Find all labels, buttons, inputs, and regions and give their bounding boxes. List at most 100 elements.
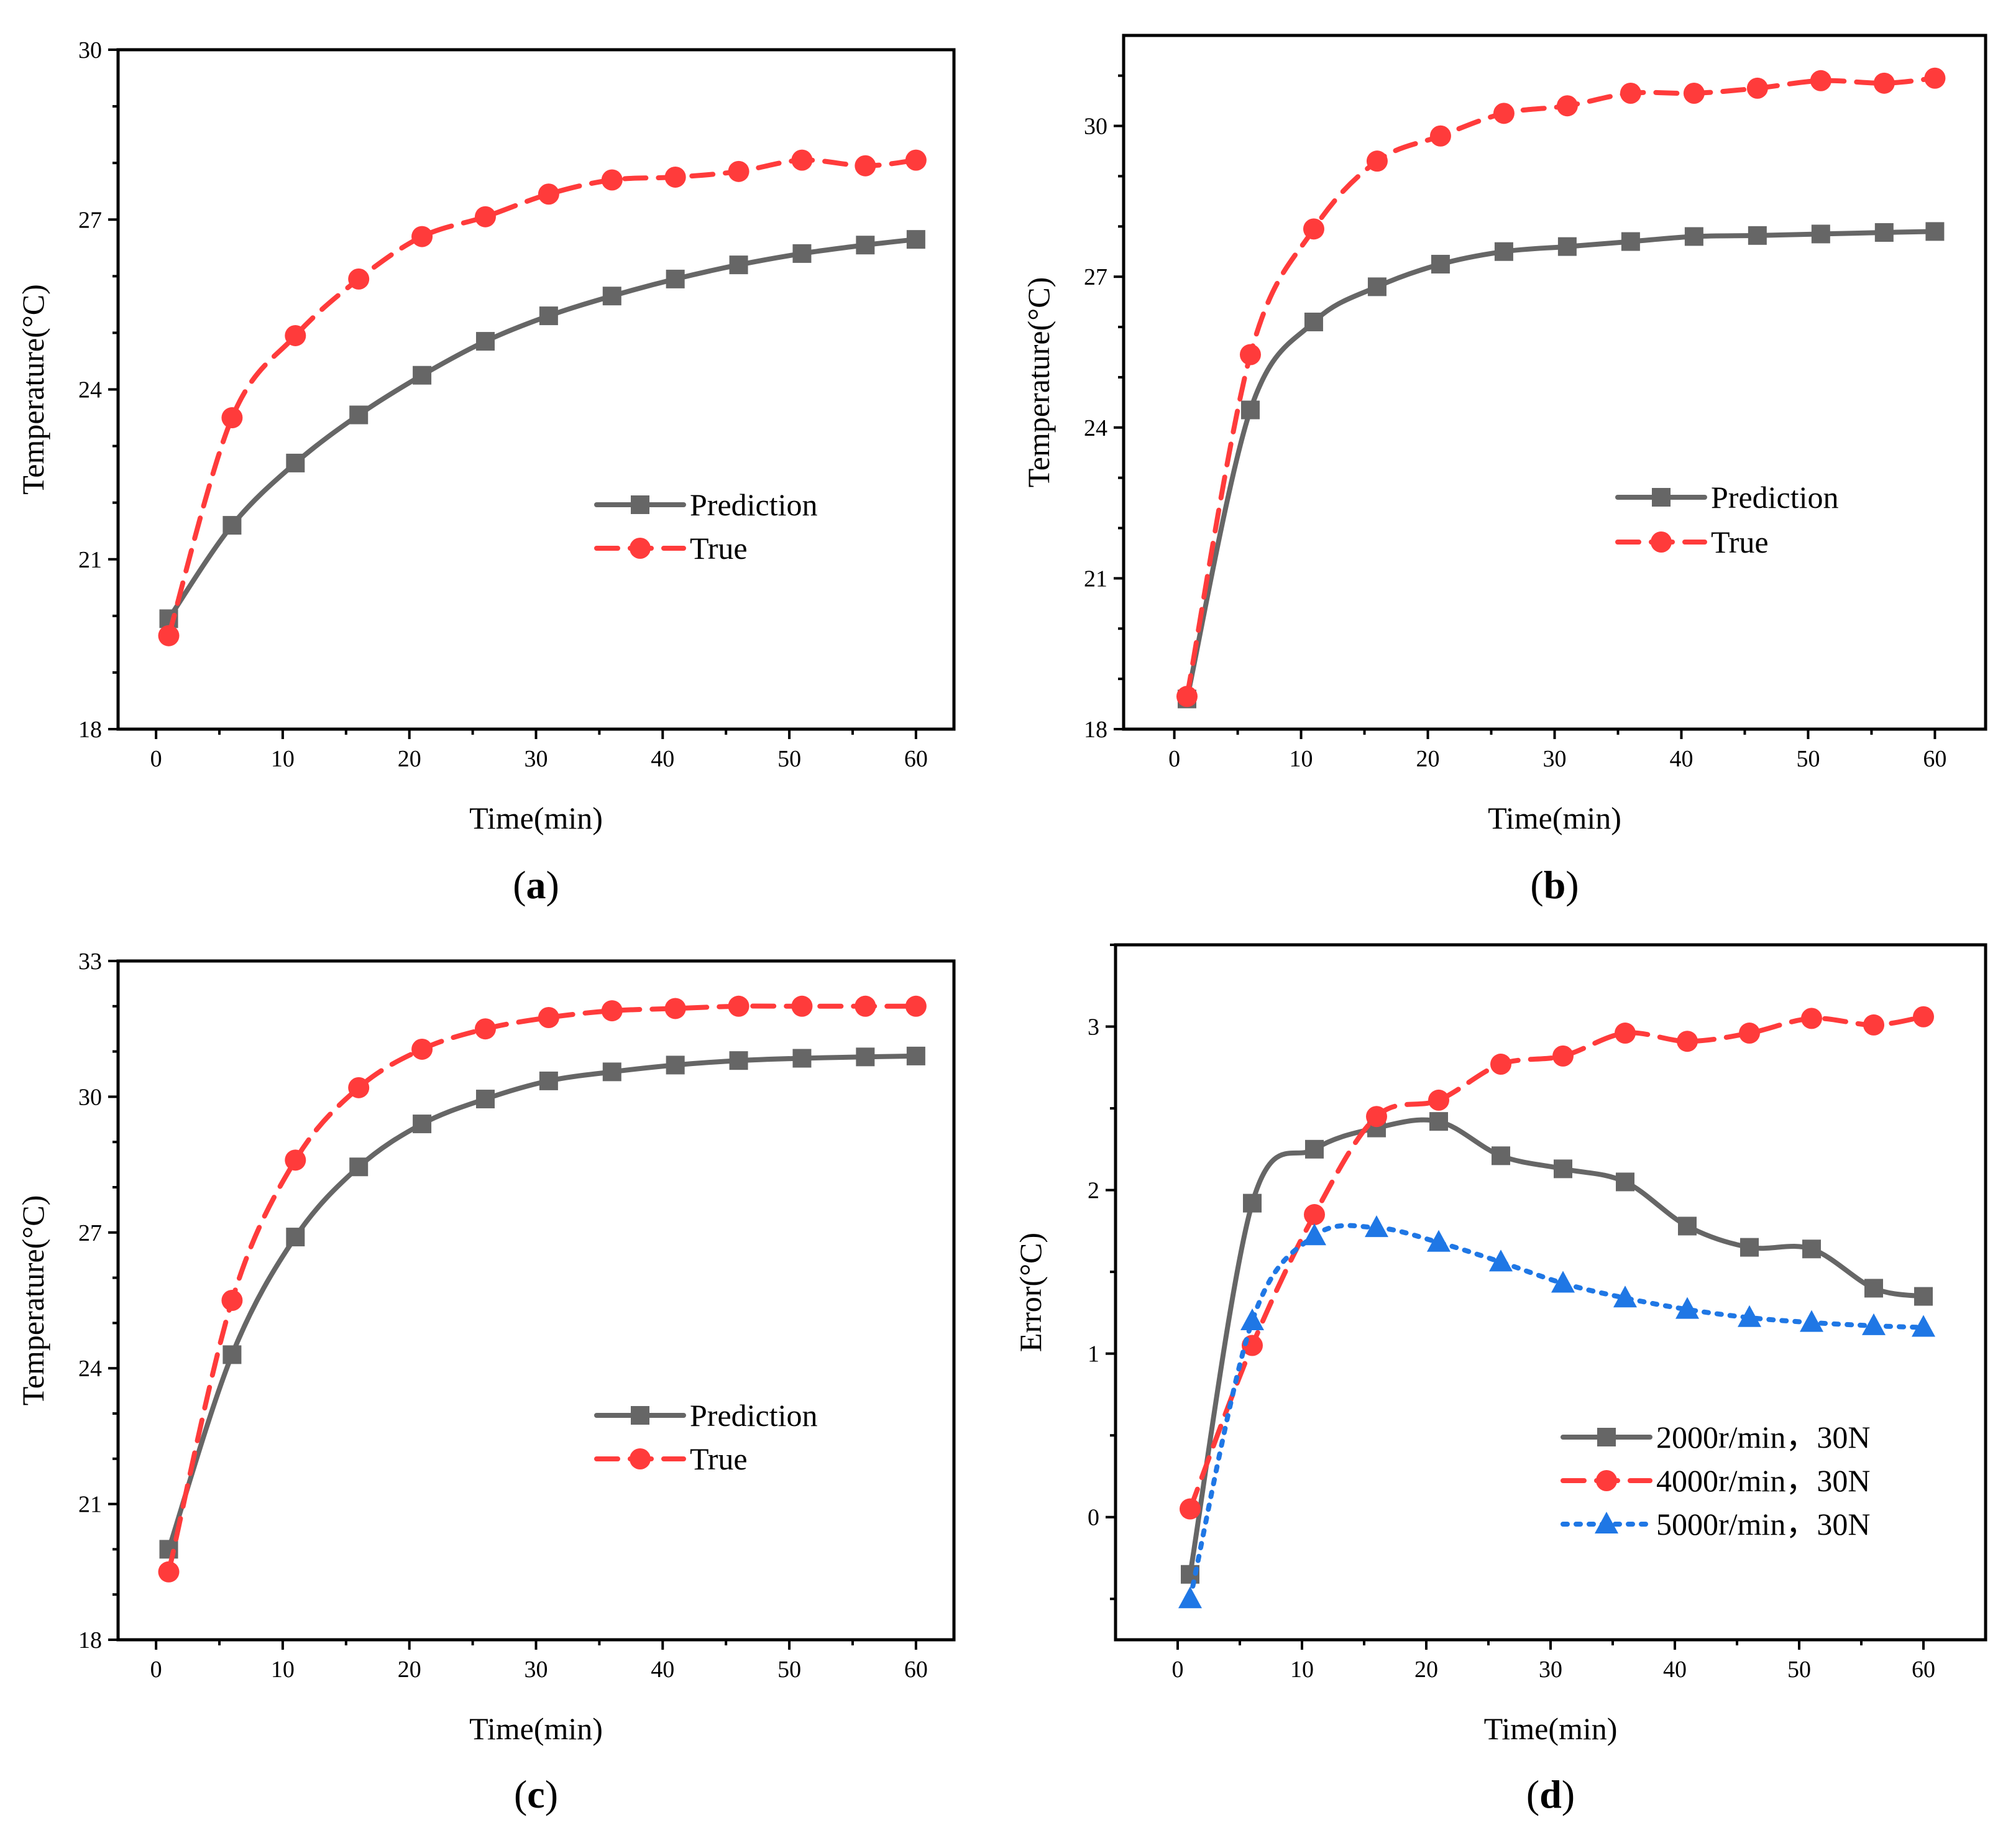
- x-tick-label: 50: [1787, 1657, 1811, 1683]
- data-point-gray: [602, 287, 621, 306]
- data-point-gray: [539, 306, 558, 326]
- data-point-gray: [1925, 222, 1945, 241]
- x-tick-label: 20: [1416, 746, 1440, 772]
- y-tick-label: 30: [78, 37, 102, 63]
- data-point-red: [1913, 1006, 1934, 1027]
- y-tick-label: 18: [1084, 717, 1107, 743]
- x-tick-label: 30: [525, 1657, 548, 1683]
- data-point-red: [1493, 103, 1515, 124]
- data-point-red: [1180, 1498, 1201, 1520]
- y-tick-label: 0: [1088, 1505, 1099, 1531]
- data-point-gray: [222, 516, 242, 535]
- legend-label: Prediction: [690, 487, 818, 522]
- data-point-red: [1303, 218, 1324, 240]
- data-point-red: [1677, 1031, 1698, 1052]
- data-point-blue: [1800, 1310, 1823, 1332]
- plot-frame: [1122, 34, 1987, 731]
- y-tick-label: 1: [1088, 1341, 1099, 1368]
- y-tick-label: 30: [78, 1084, 102, 1110]
- data-point-red: [1863, 1014, 1884, 1036]
- legend-marker-gray: [631, 1406, 649, 1425]
- panel-caption: (a): [513, 863, 559, 907]
- x-tick-label: 20: [398, 746, 421, 772]
- x-tick-label: 20: [398, 1657, 421, 1683]
- y-axis-title: Temperature(°C): [16, 284, 50, 495]
- data-point-red: [1739, 1023, 1760, 1044]
- data-point-red: [411, 226, 433, 247]
- x-tick-label: 60: [1912, 1657, 1935, 1683]
- data-point-red: [348, 268, 370, 290]
- caption-letter: d: [1539, 1772, 1562, 1816]
- data-point-gray: [906, 1046, 925, 1065]
- data-point-gray: [1367, 277, 1387, 297]
- data-point-blue: [1427, 1230, 1451, 1252]
- series-line-red: [166, 1003, 919, 1574]
- data-point-gray: [1740, 1238, 1759, 1257]
- data-point-gray: [1864, 1279, 1883, 1298]
- x-tick-label: 0: [1172, 1657, 1184, 1683]
- panel-d: 0 10 20 30 40 50 60 0 1 2 3 Time(min) Error(°C) 2000r…: [1013, 943, 1987, 1816]
- data-point-red: [1801, 1008, 1822, 1029]
- data-point-gray: [729, 255, 748, 275]
- data-point-gray: [1678, 1216, 1697, 1236]
- data-point-gray: [729, 1051, 748, 1070]
- data-point-gray: [602, 1062, 621, 1082]
- x-axis-title: Time(min): [1488, 801, 1621, 835]
- x-tick-label: 40: [651, 1657, 674, 1683]
- data-point-red: [1490, 1054, 1511, 1075]
- data-point-red: [1683, 83, 1705, 104]
- data-point-red: [1429, 125, 1451, 147]
- data-point-red: [221, 1290, 243, 1311]
- x-tick-label: 10: [271, 1657, 295, 1683]
- data-point-red: [538, 183, 559, 205]
- data-point-red: [601, 169, 623, 191]
- data-point-gray: [1305, 1139, 1324, 1159]
- y-tick-label: 27: [1084, 264, 1107, 290]
- y-tick-label: 2: [1088, 1178, 1099, 1204]
- data-point-blue: [1365, 1215, 1388, 1238]
- y-tick-label: 21: [78, 547, 102, 573]
- panel-a: 0 10 20 30 40 50 60 18 21 24 27 30 Time(min) Temperat…: [16, 37, 956, 907]
- y-tick-label: 30: [1084, 114, 1107, 140]
- caption-open-paren: (: [1526, 1772, 1539, 1816]
- plot-frame: [116, 959, 956, 1642]
- data-point-red: [905, 995, 927, 1017]
- series-line-gray: [1185, 229, 1938, 702]
- data-point-gray: [1431, 254, 1450, 274]
- series-line-gray: [166, 1053, 919, 1552]
- data-point-red: [158, 625, 180, 646]
- data-point-red: [348, 1077, 370, 1098]
- data-point-gray: [1684, 227, 1703, 246]
- legend: Prediction True: [1615, 480, 1839, 559]
- data-point-blue: [1240, 1308, 1264, 1331]
- y-tick-label: 21: [1084, 566, 1107, 592]
- data-point-blue: [1675, 1297, 1699, 1319]
- y-tick-label: 18: [78, 717, 102, 743]
- x-tick-label: 60: [1923, 746, 1946, 772]
- data-point-gray: [856, 236, 875, 255]
- caption-close-paren: ): [546, 863, 559, 907]
- caption-letter: b: [1544, 863, 1566, 907]
- series-line-gray: [166, 237, 919, 622]
- data-point-red: [285, 324, 306, 346]
- legend-marker-red: [630, 1448, 651, 1469]
- y-tick-label: 24: [1084, 415, 1107, 441]
- legend-label: Prediction: [1711, 480, 1839, 515]
- panel-caption: (c): [514, 1772, 558, 1816]
- data-point-red: [664, 166, 686, 188]
- x-tick-label: 0: [150, 746, 162, 772]
- x-tick-label: 50: [1796, 746, 1820, 772]
- data-point-blue: [1862, 1313, 1886, 1335]
- data-point-red: [601, 1000, 623, 1022]
- legend-label: True: [1711, 525, 1769, 559]
- data-point-blue: [1912, 1315, 1935, 1337]
- data-point-gray: [1621, 232, 1640, 251]
- x-axis-title: Time(min): [469, 801, 603, 835]
- data-point-red: [664, 998, 686, 1019]
- legend-marker-blue: [1595, 1512, 1618, 1533]
- data-point-gray: [1811, 224, 1830, 244]
- data-point-gray: [1243, 1193, 1262, 1213]
- data-point-red: [1366, 1106, 1387, 1128]
- panel-c: 0 10 20 30 40 50 60 18 21 24 27 30 33 Time(min) Temper…: [16, 949, 956, 1816]
